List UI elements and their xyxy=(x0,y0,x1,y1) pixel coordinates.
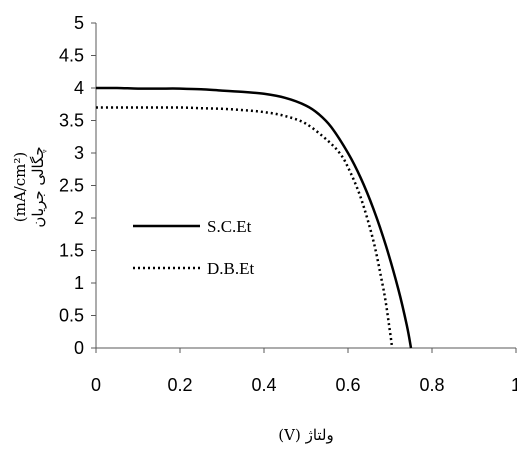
x-tick-label: 0 xyxy=(91,375,101,395)
x-tick-label: 1 xyxy=(511,375,517,395)
legend-label-scet: S.C.Et xyxy=(207,217,252,236)
x-tick-label: 0.2 xyxy=(167,375,192,395)
x-tick-label: 0.4 xyxy=(251,375,276,395)
y-tick-label: 3 xyxy=(74,143,84,163)
axes xyxy=(91,22,517,353)
y-tick-label: 4 xyxy=(74,78,84,98)
y-axis-label-text: چگالی جریان xyxy=(29,146,47,227)
y-axis-unit: (mA/cm²) xyxy=(11,152,29,222)
x-axis-title: ولتاژ (V) xyxy=(278,426,333,444)
y-axis-title: (mA/cm²) چگالی جریان xyxy=(11,146,47,227)
y-tick-label: 2 xyxy=(74,208,84,228)
tick-labels: 0 0.5 1 1.5 2 2.5 3 3.5 4 4.5 5 0 0.2 0.4 0.6 0.8 1 xyxy=(59,13,517,395)
series-line-scet xyxy=(95,86,413,349)
y-tick-label: 1.5 xyxy=(59,241,84,261)
y-tick-label: 5 xyxy=(74,13,84,33)
x-tick-label: 0.8 xyxy=(419,375,444,395)
series-lines xyxy=(95,86,413,349)
x-tick-label: 0.6 xyxy=(335,375,360,395)
y-tick-label: 0.5 xyxy=(59,306,84,326)
y-tick-label: 4.5 xyxy=(59,46,84,66)
y-tick-label: 1 xyxy=(74,273,84,293)
y-tick-label: 3.5 xyxy=(59,111,84,131)
y-tick-label: 0 xyxy=(74,338,84,358)
y-tick-label: 2.5 xyxy=(59,176,84,196)
series-line-dbet xyxy=(96,106,394,349)
legend-label-dbet: D.B.Et xyxy=(207,259,255,278)
legend: S.C.Et D.B.Et xyxy=(133,217,255,278)
